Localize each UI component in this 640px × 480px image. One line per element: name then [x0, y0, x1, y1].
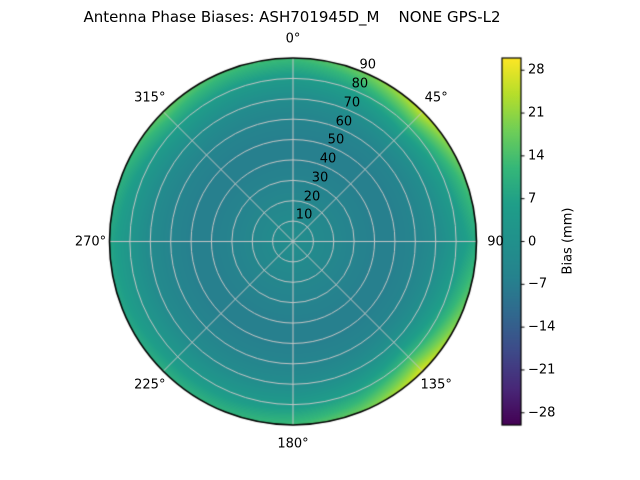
colorbar-tick-label: 21 [528, 105, 545, 121]
colorbar-tick-label: 28 [528, 62, 545, 78]
radial-tick-label: 40 [319, 151, 337, 167]
colorbar-tick-label: −21 [528, 362, 556, 378]
radial-tick-label: 80 [351, 76, 369, 92]
angular-tick-label: 135° [420, 377, 452, 393]
radial-tick-label: 30 [311, 170, 329, 186]
colorbar-tick-label: 0 [528, 234, 537, 249]
colorbar-tick-label: −14 [528, 319, 556, 335]
radial-tick-label: 90 [359, 57, 377, 73]
angular-tick-label: 0° [285, 31, 301, 47]
radial-tick-label: 50 [327, 132, 345, 148]
angular-tick-label: 90 [487, 234, 504, 249]
radial-tick-label: 60 [335, 114, 353, 130]
angular-tick-label: 45° [424, 90, 448, 106]
angular-tick-label: 225° [134, 377, 166, 393]
angular-tick-label: 180° [277, 436, 309, 452]
colorbar-tick-label: −7 [528, 276, 548, 292]
colorbar-tick-label: 14 [528, 148, 545, 164]
colorbar-tick-label: −28 [528, 405, 556, 421]
radial-tick-label: 10 [295, 207, 313, 223]
colorbar-tick-label: 7 [528, 191, 537, 207]
colorbar-axis-label: Bias (mm) [560, 207, 576, 275]
chart-title: Antenna Phase Biases: ASH701945D_M NONE … [83, 8, 501, 26]
angular-tick-label: 315° [134, 90, 166, 106]
radial-tick-label: 20 [303, 189, 321, 205]
radial-tick-label: 70 [343, 95, 361, 111]
angular-tick-label: 270° [74, 234, 107, 249]
